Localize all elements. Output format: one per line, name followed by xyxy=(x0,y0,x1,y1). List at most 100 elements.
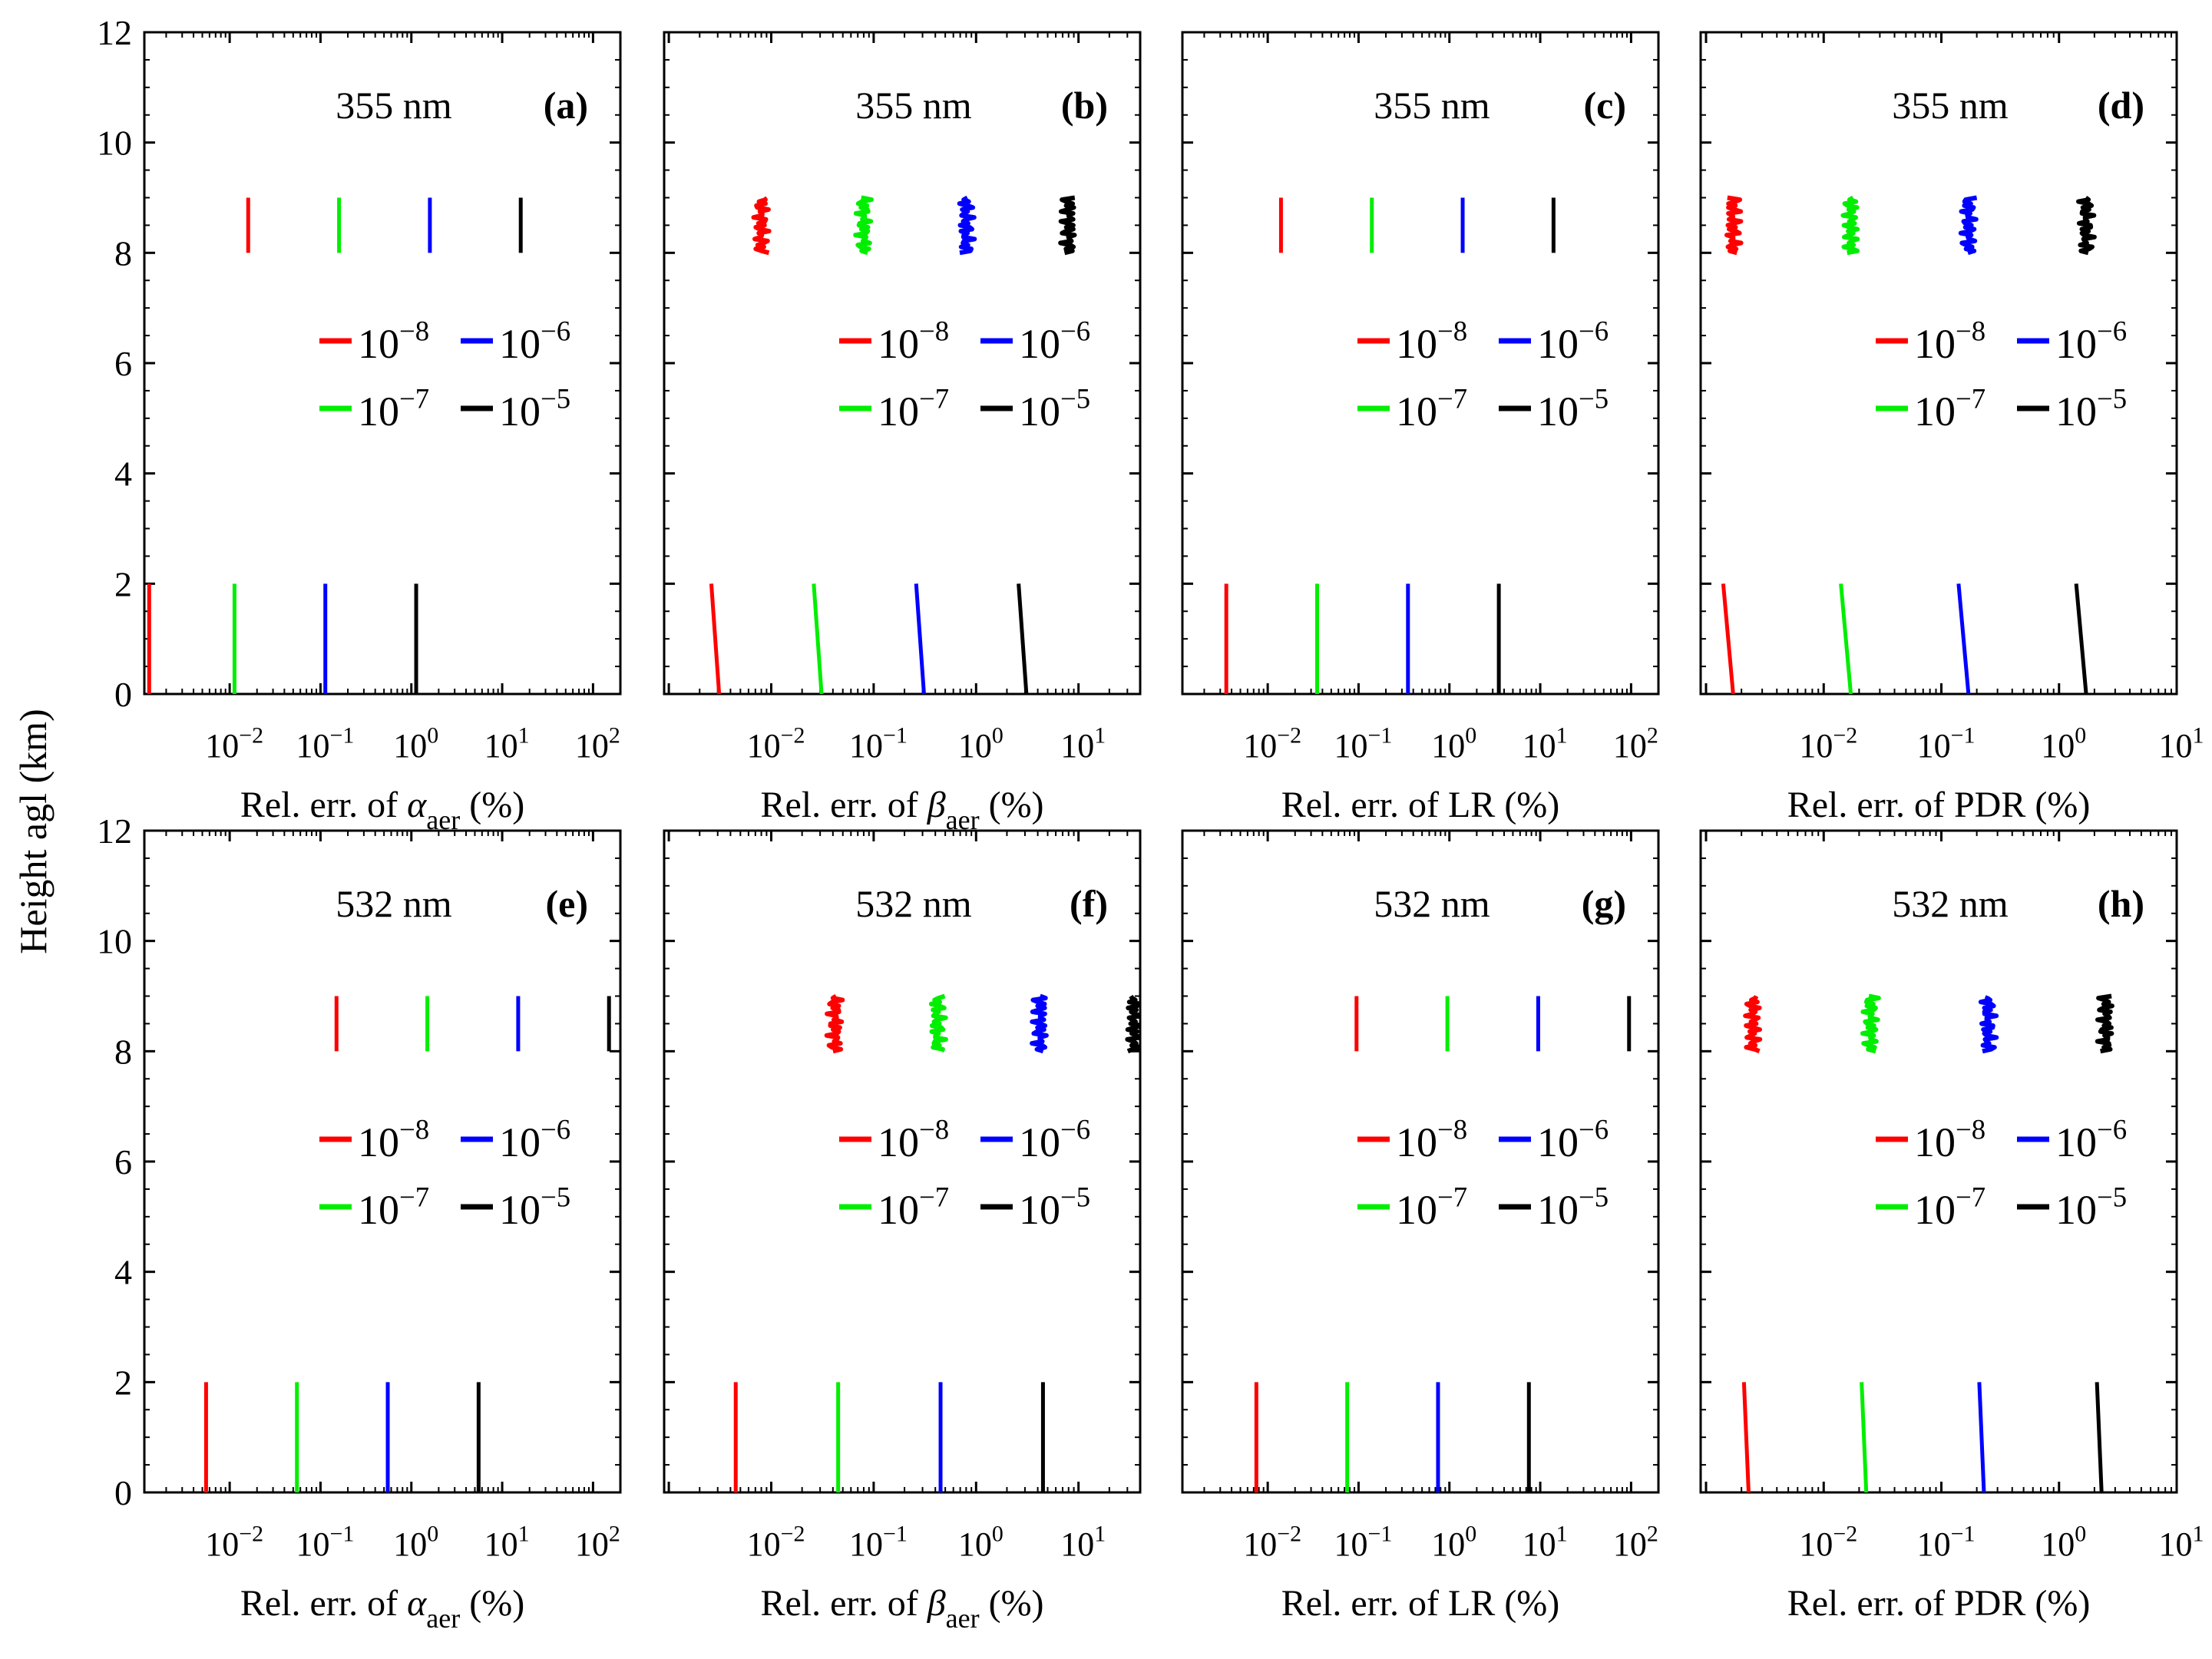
series-line-1e-6 xyxy=(1977,1382,1986,1492)
x-tick-label: 100 xyxy=(958,723,1004,765)
legend-label: 10−6 xyxy=(1019,315,1090,367)
legend-label: 10−8 xyxy=(1396,1113,1467,1165)
series-line-1e-5 xyxy=(2076,196,2097,256)
x-tick-label: 10−1 xyxy=(849,723,908,765)
x-axis-label: Rel. err. of αaer (%) xyxy=(240,785,524,835)
series-line-1e-7 xyxy=(1860,1382,1869,1492)
wavelength-label: 532 nm xyxy=(1374,882,1490,925)
x-axis-label: Rel. err. of LR (%) xyxy=(1281,1583,1560,1624)
series-line-1e-7 xyxy=(853,195,874,256)
series-line-1e-6 xyxy=(1978,995,1999,1054)
panel-label: (a) xyxy=(544,84,588,127)
x-tick-label: 102 xyxy=(1613,723,1658,765)
x-tick-label: 101 xyxy=(484,723,530,765)
wavelength-label: 355 nm xyxy=(1892,84,2009,127)
y-tick-label: 10 xyxy=(97,922,132,961)
legend-label: 10−5 xyxy=(1537,382,1609,435)
data-series xyxy=(1741,993,2114,1492)
panel-g: 10−2 10−1 100 101 102 Rel. err. of LR (%) 532 … xyxy=(1181,829,1660,1624)
series-line-1e-7 xyxy=(928,993,948,1053)
series-line-1e-5 xyxy=(1058,195,1077,256)
wavelength-label: 532 nm xyxy=(336,882,452,925)
wavelength-label: 355 nm xyxy=(855,84,972,127)
x-tick-label: 100 xyxy=(958,1522,1004,1563)
legend: 10−8 10−6 10−7 10−5 xyxy=(839,315,1090,435)
legend: 10−8 10−6 10−7 10−5 xyxy=(1876,315,2127,435)
legend-label: 10−6 xyxy=(499,1113,570,1165)
legend: 10−8 10−6 10−7 10−5 xyxy=(1357,315,1609,435)
x-tick-label: 10−2 xyxy=(1243,723,1301,765)
legend-label: 10−8 xyxy=(358,1113,429,1165)
x-tick-label: 10−1 xyxy=(296,723,355,765)
panel-a: 0 2 4 6 8 10 12 10−2 10−1 100 101 102 Rel. err. of α… xyxy=(97,13,622,835)
x-tick-label: 100 xyxy=(2041,1522,2086,1563)
x-tick-label: 10−2 xyxy=(747,723,805,765)
y-tick-label: 8 xyxy=(114,233,132,273)
data-series xyxy=(1254,996,1632,1492)
panel-label: (b) xyxy=(1061,84,1108,127)
y-tick-label: 6 xyxy=(114,344,132,383)
x-tick-label: 10−1 xyxy=(1334,723,1393,765)
x-tick-label: 102 xyxy=(575,1522,620,1563)
y-tick-label: 4 xyxy=(114,1253,132,1292)
series-line-1e-8 xyxy=(751,196,772,256)
y-tick-label: 6 xyxy=(114,1142,132,1181)
panel-label: (d) xyxy=(2098,84,2144,127)
legend-label: 10−8 xyxy=(878,315,949,367)
legend-label: 10−7 xyxy=(1914,1181,1986,1233)
x-tick-label: 10−2 xyxy=(747,1522,805,1563)
panel-f: 10−2 10−1 100 101 Rel. err. of βaer (%) 532 n… xyxy=(663,829,1142,1634)
legend-label: 10−7 xyxy=(1914,382,1986,435)
legend-label: 10−8 xyxy=(1914,315,1986,367)
legend-label: 10−5 xyxy=(1019,1181,1090,1233)
series-line-1e-5 xyxy=(2095,1382,2104,1492)
legend-label: 10−6 xyxy=(1537,1113,1609,1165)
x-tick-label: 10−1 xyxy=(1917,1522,1976,1563)
series-line-1e-5 xyxy=(2074,583,2088,694)
x-tick-label: 101 xyxy=(1523,1522,1568,1563)
x-tick-label: 100 xyxy=(2041,723,2086,765)
legend-label: 10−6 xyxy=(2055,315,2127,367)
x-tick-label: 101 xyxy=(1060,723,1106,765)
data-series xyxy=(147,197,523,694)
series-line-1e-8 xyxy=(824,993,845,1054)
series-line-1e-8 xyxy=(709,583,722,694)
panel-label: (c) xyxy=(1584,84,1627,127)
x-tick-label: 100 xyxy=(393,1522,438,1563)
series-line-1e-6 xyxy=(1958,195,1979,256)
panel-c: 10−2 10−1 100 101 102 Rel. err. of LR (%) 355 … xyxy=(1181,31,1660,825)
legend: 10−8 10−6 10−7 10−5 xyxy=(839,1113,1090,1233)
x-tick-label: 10−2 xyxy=(1243,1522,1301,1563)
legend-label: 10−5 xyxy=(1019,382,1090,435)
panel-label: (h) xyxy=(2098,882,2144,925)
series-line-1e-7 xyxy=(1860,993,1881,1054)
x-tick-label: 100 xyxy=(1431,723,1476,765)
legend-label: 10−7 xyxy=(878,382,949,435)
x-tick-label: 100 xyxy=(393,723,438,765)
y-tick-label: 8 xyxy=(114,1032,132,1071)
panel-label: (f) xyxy=(1070,882,1108,925)
legend-label: 10−8 xyxy=(878,1113,949,1165)
series-line-1e-7 xyxy=(1840,195,1860,256)
x-tick-label: 102 xyxy=(575,723,620,765)
series-line-1e-8 xyxy=(1721,583,1735,694)
x-axis-label: Rel. err. of βaer (%) xyxy=(760,785,1043,835)
series-line-1e-6 xyxy=(1030,993,1049,1054)
series-line-1e-6 xyxy=(957,195,977,256)
y-tick-label: 12 xyxy=(97,811,132,851)
x-tick-label: 102 xyxy=(1613,1522,1658,1563)
legend: 10−8 10−6 10−7 10−5 xyxy=(319,1113,570,1233)
series-line-1e-5 xyxy=(2095,993,2114,1054)
data-series xyxy=(203,996,611,1492)
legend-label: 10−6 xyxy=(499,315,570,367)
panel-label: (e) xyxy=(546,882,589,925)
legend-label: 10−5 xyxy=(499,1181,570,1233)
legend-label: 10−7 xyxy=(1396,382,1467,435)
x-tick-label: 10−2 xyxy=(1799,723,1857,765)
panel-d: 10−2 10−1 100 101 Rel. err. of PDR (%) 355 nm… xyxy=(1699,31,2204,825)
y-axis-label: Height agl (km) xyxy=(12,709,55,953)
series-line-1e-5 xyxy=(1125,994,1140,1054)
x-tick-label: 100 xyxy=(1431,1522,1476,1563)
series-line-1e-6 xyxy=(914,583,926,694)
